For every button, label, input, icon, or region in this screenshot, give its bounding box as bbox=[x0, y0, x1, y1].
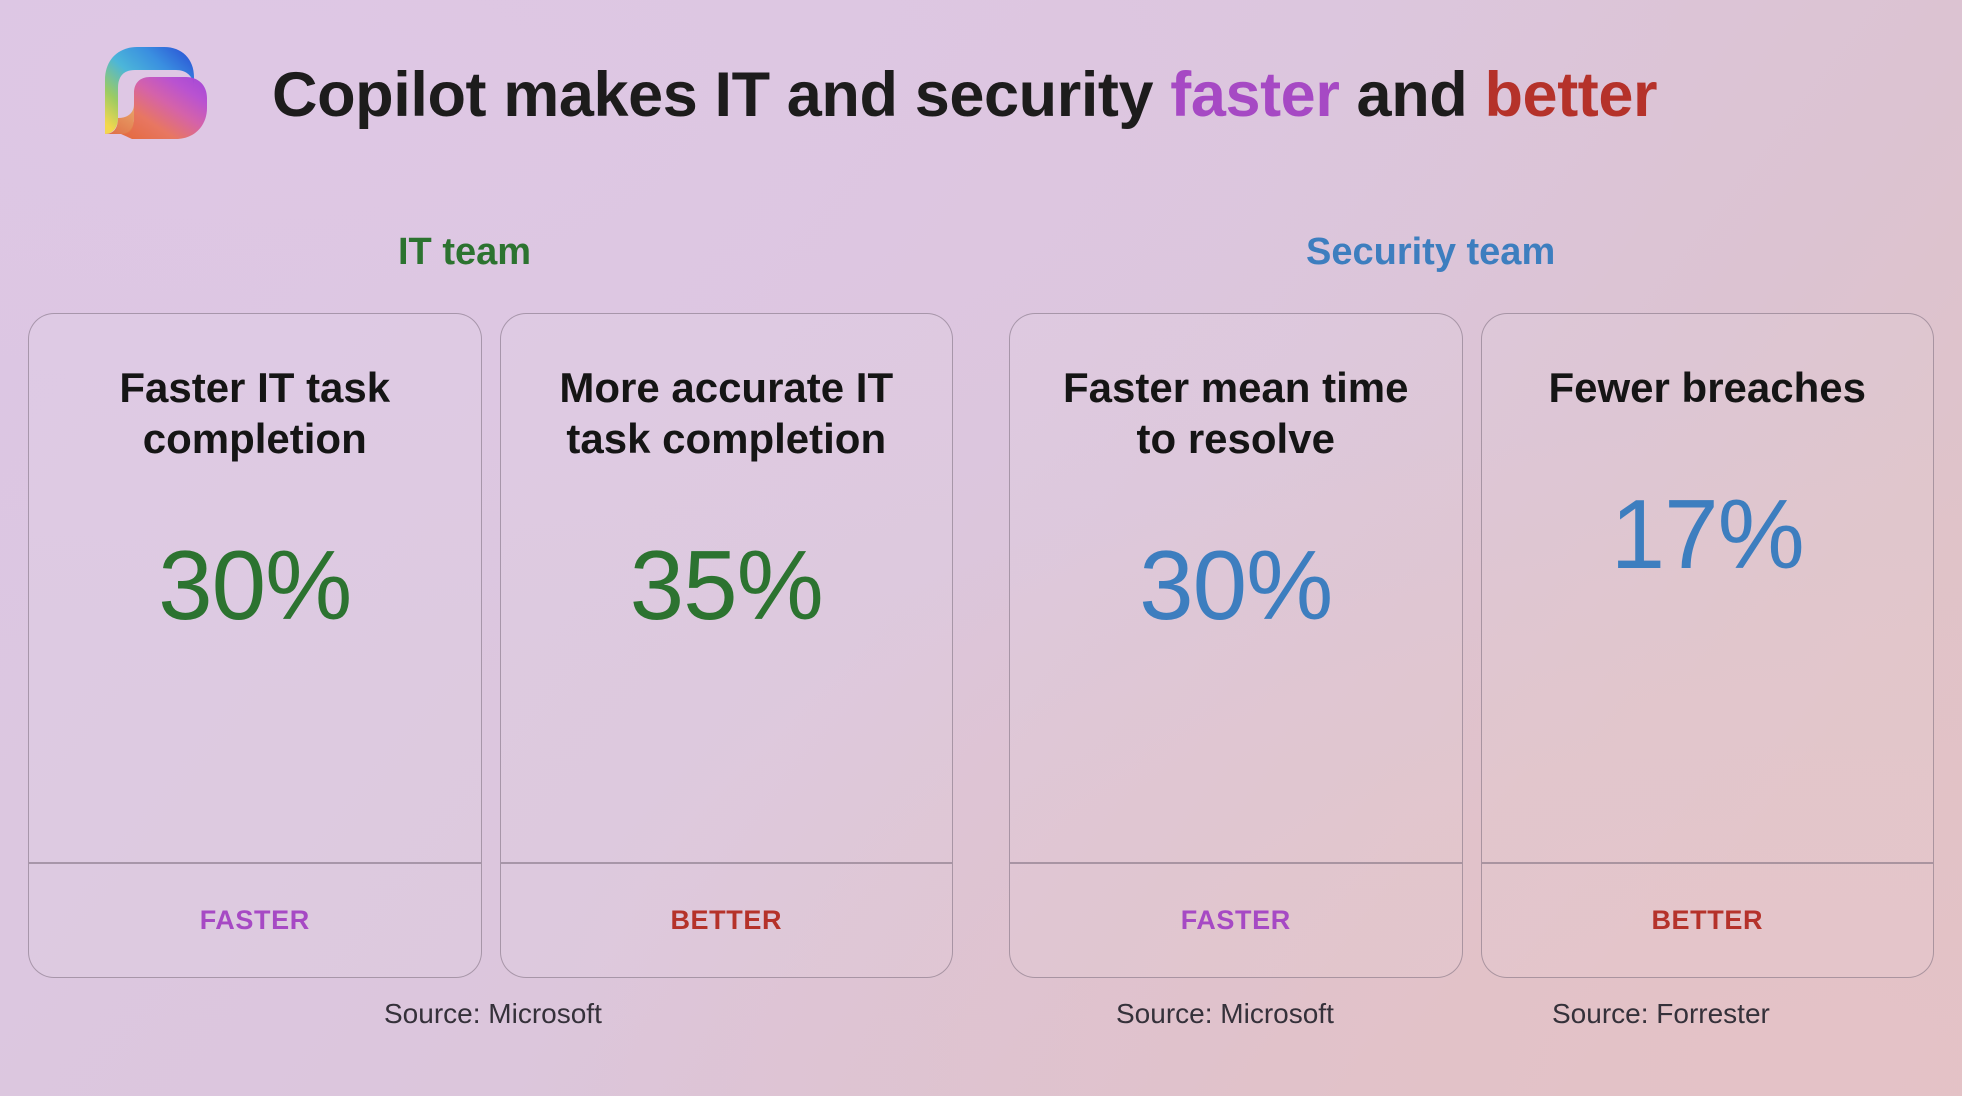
source-attributions: Source: Microsoft Source: Microsoft Sour… bbox=[28, 1000, 1934, 1046]
title-segment-better: better bbox=[1484, 59, 1658, 130]
metric-card-footer-label: BETTER bbox=[670, 905, 783, 935]
source-label-it: Source: Microsoft bbox=[384, 998, 602, 1029]
metric-card-stat: 35% bbox=[629, 530, 824, 641]
metric-card-footer-label: BETTER bbox=[1651, 905, 1764, 935]
metric-card-stat: 30% bbox=[158, 530, 352, 641]
card-divider bbox=[1481, 862, 1933, 864]
title-segment-0: Copilot makes IT and security bbox=[272, 59, 1171, 130]
metric-card-title: More accurate IT task completion bbox=[559, 364, 894, 463]
metric-card-footer-label: FASTER bbox=[199, 905, 310, 935]
microsoft-copilot-logo bbox=[88, 30, 214, 156]
metric-card-more-accurate-it-task-completion: More accurate IT task completion 35% BET… bbox=[499, 313, 953, 978]
card-divider bbox=[1010, 862, 1462, 864]
title-segment-2: and bbox=[1339, 59, 1485, 130]
metric-cards-row: Faster IT task completion 30% FASTER Mor… bbox=[28, 313, 1934, 978]
source-label-security-mttr: Source: Microsoft bbox=[1116, 998, 1334, 1029]
metric-card-stat: 17% bbox=[1610, 479, 1805, 590]
metric-card-stat: 30% bbox=[1139, 530, 1333, 641]
metric-card-title: Faster mean time to resolve bbox=[1063, 364, 1409, 463]
metric-card-faster-mean-time-to-resolve: Faster mean time to resolve 30% FASTER bbox=[1009, 313, 1463, 978]
metric-card-title: Faster IT task completion bbox=[119, 364, 391, 463]
metric-card-fewer-breaches: Fewer breaches 17% BETTER bbox=[1480, 313, 1934, 978]
page-title: Copilot makes IT and security faster and… bbox=[272, 63, 1658, 127]
team-headings: IT team Security team bbox=[0, 233, 1962, 289]
card-divider bbox=[29, 862, 481, 864]
team-heading-it: IT team bbox=[398, 231, 532, 273]
metric-card-title: Fewer breaches bbox=[1548, 364, 1866, 411]
metric-card-footer-label: FASTER bbox=[1180, 905, 1291, 935]
title-segment-faster: faster bbox=[1170, 59, 1340, 130]
slide-header: Copilot makes IT and security faster and… bbox=[0, 0, 1962, 190]
team-heading-security: Security team bbox=[1306, 231, 1556, 273]
metric-card-group-security: Faster mean time to resolve 30% FASTER F… bbox=[1009, 313, 1934, 978]
metric-card-faster-it-task-completion: Faster IT task completion 30% FASTER bbox=[28, 313, 482, 978]
source-label-security-breaches: Source: Forrester bbox=[1552, 998, 1770, 1029]
card-divider bbox=[500, 862, 952, 864]
metric-card-group-it: Faster IT task completion 30% FASTER Mor… bbox=[28, 313, 953, 978]
